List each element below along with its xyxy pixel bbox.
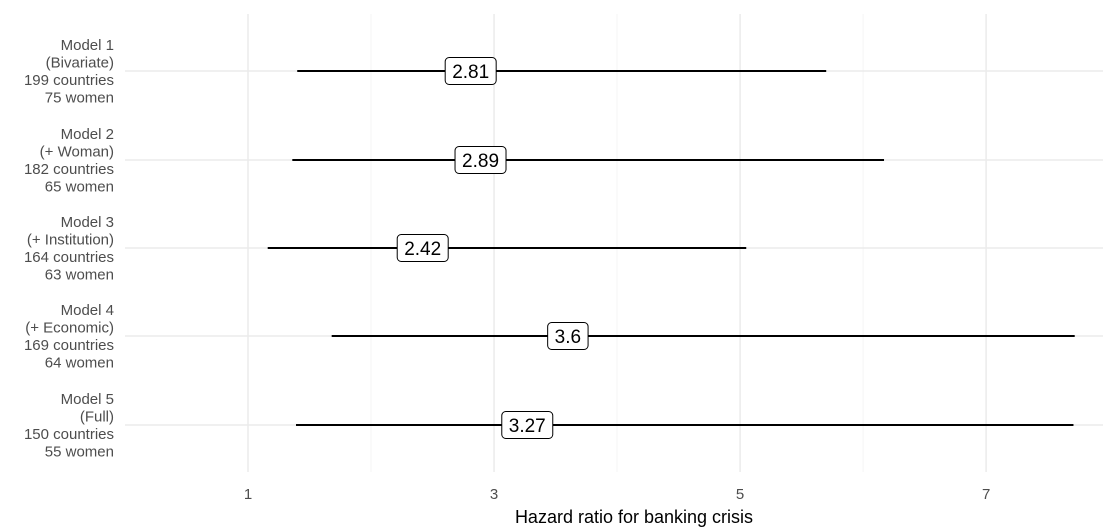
- x-tick-label: 1: [244, 486, 252, 503]
- model-label-line: Model 4: [61, 302, 114, 319]
- model-label-line: 75 women: [45, 89, 114, 106]
- estimate-label: 2.89: [454, 146, 507, 174]
- model-label-line: 55 women: [45, 443, 114, 460]
- model-label: Model 1 (Bivariate) 199 countries 75 women: [24, 37, 114, 107]
- model-label-line: (Full): [80, 408, 114, 425]
- model-label-line: 199 countries: [24, 72, 114, 89]
- model-label-line: (+ Institution): [27, 231, 114, 248]
- estimate-value: 2.42: [404, 239, 441, 260]
- model-label-line: 164 countries: [24, 249, 114, 266]
- x-tick-label: 7: [982, 486, 990, 503]
- model-label-line: (Bivariate): [46, 54, 114, 71]
- model-label-line: (+ Economic): [25, 319, 114, 336]
- model-estimates: 2.81 2.89 2.42 3.6 3.27: [267, 57, 1075, 439]
- model-label-line: Model 5: [61, 391, 114, 408]
- estimate-value: 2.81: [452, 62, 489, 83]
- model-label-line: 64 women: [45, 354, 114, 371]
- estimate-label: 2.42: [396, 234, 449, 262]
- model-label-line: Model 1: [61, 37, 114, 54]
- estimate-label-box: [454, 146, 507, 174]
- model-label-line: (+ Woman): [40, 143, 114, 160]
- y-axis-labels: Model 1 (Bivariate) 199 countries 75 womenM…: [24, 37, 114, 461]
- estimate-label-box: [501, 411, 554, 439]
- model-label-line: Model 2: [61, 126, 114, 143]
- estimate-value: 3.27: [509, 416, 546, 437]
- x-tick-label: 3: [490, 486, 498, 503]
- estimate-value: 2.89: [462, 151, 499, 172]
- model-label: Model 2 (+ Woman) 182 countries 65 women: [24, 126, 114, 196]
- model-label-line: 169 countries: [24, 337, 114, 354]
- model-label-line: 150 countries: [24, 426, 114, 443]
- model-label: Model 4 (+ Economic) 169 countries 64 women: [24, 302, 114, 372]
- estimate-label-box: [396, 234, 449, 262]
- x-axis-tick-labels: 1 3 5 7: [244, 486, 990, 503]
- x-axis-title: Hazard ratio for banking crisis: [515, 507, 753, 527]
- model-label-line: 65 women: [45, 178, 114, 195]
- model-label: Model 5 (Full) 150 countries 55 women: [24, 391, 114, 461]
- estimate-label: 3.27: [501, 411, 554, 439]
- estimate-value: 3.6: [555, 327, 581, 348]
- estimate-label: 3.6: [547, 322, 589, 350]
- estimate-label-box: [444, 57, 497, 85]
- estimate-label-box: [547, 322, 589, 350]
- estimate-label: 2.81: [444, 57, 497, 85]
- x-tick-label: 5: [736, 486, 744, 503]
- model-label-line: Model 3: [61, 214, 114, 231]
- model-label-line: 63 women: [45, 266, 114, 283]
- model-label: Model 3 (+ Institution) 164 countries 63 wo…: [24, 214, 114, 284]
- grid-lines: [125, 14, 1103, 472]
- model-label-line: 182 countries: [24, 161, 114, 178]
